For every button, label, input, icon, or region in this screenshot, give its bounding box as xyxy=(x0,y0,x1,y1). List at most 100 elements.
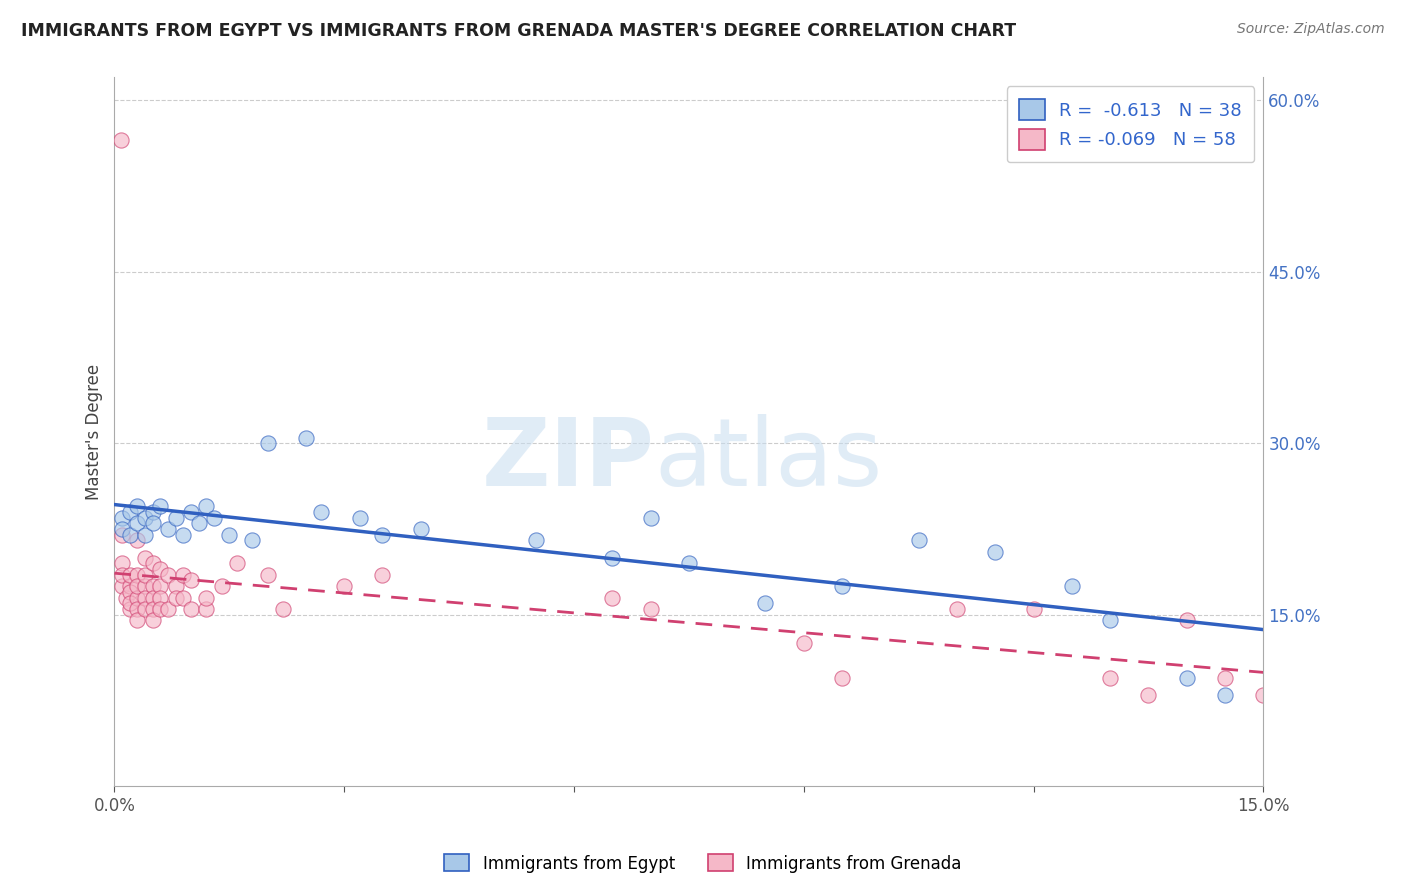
Point xyxy=(142,505,165,519)
Point xyxy=(111,567,134,582)
Point xyxy=(127,602,149,616)
Point xyxy=(218,527,240,541)
Point xyxy=(111,522,134,536)
Point xyxy=(127,516,149,531)
Point xyxy=(640,602,662,616)
Legend: Immigrants from Egypt, Immigrants from Grenada: Immigrants from Egypt, Immigrants from G… xyxy=(437,847,969,880)
Point xyxy=(118,584,141,599)
Point xyxy=(142,579,165,593)
Point xyxy=(149,591,172,605)
Point xyxy=(127,499,149,513)
Point xyxy=(524,533,547,548)
Point xyxy=(195,499,218,513)
Point xyxy=(754,596,776,610)
Point xyxy=(134,591,156,605)
Point xyxy=(180,574,202,588)
Point xyxy=(127,533,149,548)
Point xyxy=(111,510,134,524)
Point xyxy=(149,602,172,616)
Point xyxy=(149,499,172,513)
Text: ZIP: ZIP xyxy=(481,414,654,506)
Point xyxy=(118,579,141,593)
Point xyxy=(142,602,165,616)
Point xyxy=(134,602,156,616)
Point xyxy=(1213,688,1236,702)
Point xyxy=(111,527,134,541)
Legend: R =  -0.613   N = 38, R = -0.069   N = 58: R = -0.613 N = 38, R = -0.069 N = 58 xyxy=(1007,87,1254,162)
Point xyxy=(831,579,853,593)
Point xyxy=(678,556,700,570)
Point xyxy=(409,522,432,536)
Point xyxy=(349,510,371,524)
Point xyxy=(180,602,202,616)
Point xyxy=(172,591,194,605)
Point xyxy=(295,430,318,444)
Point xyxy=(172,527,194,541)
Point xyxy=(211,579,233,593)
Point xyxy=(1099,614,1122,628)
Point xyxy=(1137,688,1160,702)
Point xyxy=(371,567,394,582)
Point xyxy=(134,579,156,593)
Point xyxy=(180,505,202,519)
Point xyxy=(600,550,623,565)
Point xyxy=(134,550,156,565)
Point xyxy=(1060,579,1083,593)
Point xyxy=(110,133,132,147)
Point xyxy=(127,579,149,593)
Point xyxy=(172,567,194,582)
Point xyxy=(134,527,156,541)
Text: atlas: atlas xyxy=(654,414,883,506)
Point xyxy=(142,591,165,605)
Point xyxy=(149,579,172,593)
Point xyxy=(118,505,141,519)
Point xyxy=(946,602,969,616)
Point xyxy=(831,671,853,685)
Point xyxy=(640,510,662,524)
Point xyxy=(271,602,294,616)
Point xyxy=(142,556,165,570)
Point xyxy=(115,591,138,605)
Point xyxy=(111,556,134,570)
Point xyxy=(1175,671,1198,685)
Point xyxy=(157,567,180,582)
Point xyxy=(149,562,172,576)
Text: IMMIGRANTS FROM EGYPT VS IMMIGRANTS FROM GRENADA MASTER'S DEGREE CORRELATION CHA: IMMIGRANTS FROM EGYPT VS IMMIGRANTS FROM… xyxy=(21,22,1017,40)
Point xyxy=(165,510,187,524)
Point xyxy=(187,516,209,531)
Point xyxy=(118,527,141,541)
Point xyxy=(134,510,156,524)
Point xyxy=(118,567,141,582)
Point xyxy=(127,614,149,628)
Point xyxy=(309,505,332,519)
Point xyxy=(127,567,149,582)
Point xyxy=(165,579,187,593)
Point xyxy=(333,579,356,593)
Point xyxy=(226,556,249,570)
Point xyxy=(157,522,180,536)
Point xyxy=(195,591,218,605)
Point xyxy=(1175,614,1198,628)
Point xyxy=(256,436,278,450)
Point xyxy=(1213,671,1236,685)
Point xyxy=(111,579,134,593)
Text: Source: ZipAtlas.com: Source: ZipAtlas.com xyxy=(1237,22,1385,37)
Point xyxy=(793,636,815,650)
Point xyxy=(142,516,165,531)
Point xyxy=(1022,602,1045,616)
Point xyxy=(127,591,149,605)
Point xyxy=(907,533,929,548)
Point xyxy=(142,614,165,628)
Point xyxy=(1099,671,1122,685)
Y-axis label: Master's Degree: Master's Degree xyxy=(86,364,103,500)
Point xyxy=(256,567,278,582)
Point xyxy=(1253,688,1275,702)
Point xyxy=(118,596,141,610)
Point xyxy=(165,591,187,605)
Point xyxy=(600,591,623,605)
Point xyxy=(157,602,180,616)
Point xyxy=(240,533,263,548)
Point xyxy=(984,545,1007,559)
Point xyxy=(202,510,225,524)
Point xyxy=(118,602,141,616)
